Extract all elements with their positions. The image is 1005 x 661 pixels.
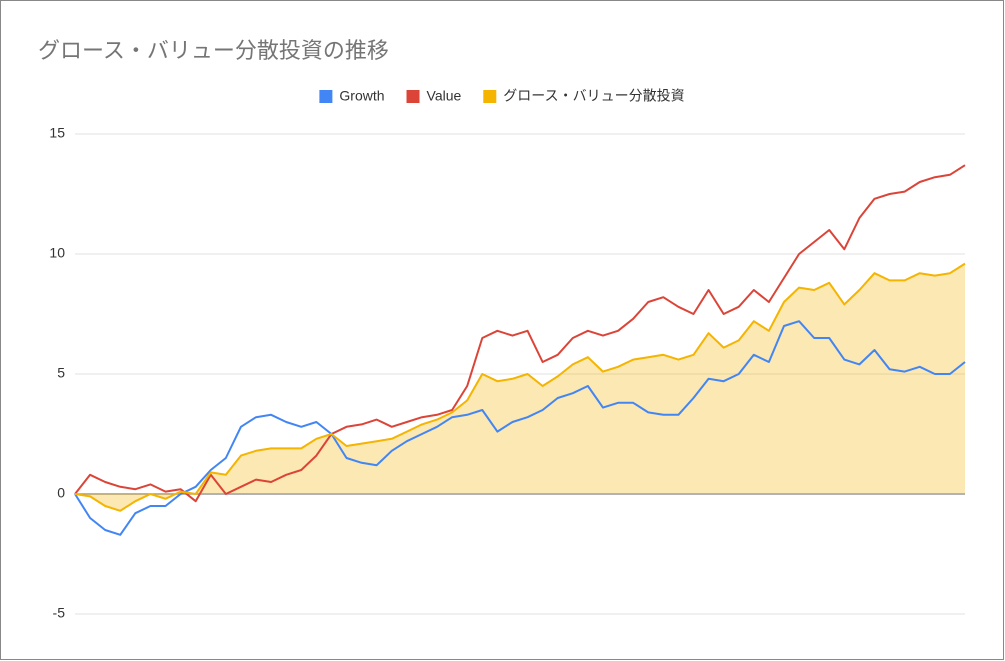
y-tick-label: 15 <box>49 125 65 141</box>
chart-title: グロース・バリュー分散投資の推移 <box>38 38 389 63</box>
legend-swatch <box>483 90 497 103</box>
series-line <box>74 262 966 512</box>
legend-swatch <box>319 90 333 103</box>
legend-swatch <box>406 90 420 103</box>
series-line <box>74 320 966 536</box>
y-tick-label: 0 <box>57 485 65 501</box>
legend-item: Growth <box>319 88 385 104</box>
legend-item: Value <box>406 88 462 104</box>
y-tick-label: 10 <box>49 245 65 261</box>
series-line <box>74 164 966 503</box>
grid <box>75 133 965 615</box>
legend-label: Growth <box>339 88 384 104</box>
legend: Growth Value グロース・バリュー分散投資 <box>319 88 685 104</box>
y-tick-label: 5 <box>57 365 65 381</box>
legend-label: Value <box>427 88 462 104</box>
legend-item: グロース・バリュー分散投資 <box>483 88 685 104</box>
y-tick-label: -5 <box>53 605 66 621</box>
legend-label: グロース・バリュー分散投資 <box>503 88 684 104</box>
